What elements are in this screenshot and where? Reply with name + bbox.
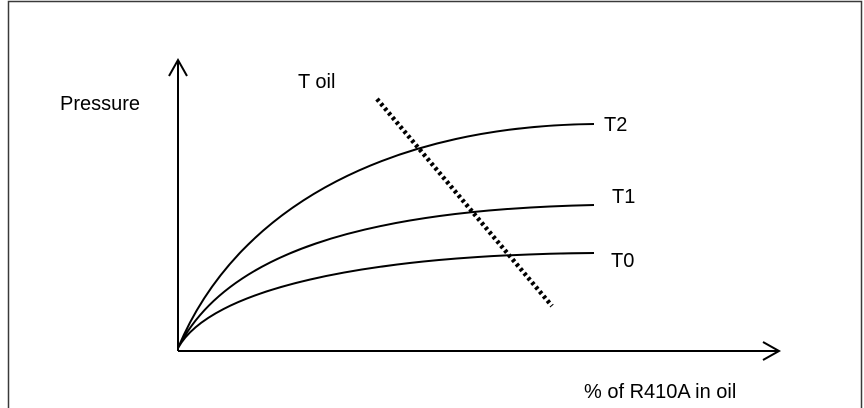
diagram-border xyxy=(7,0,863,408)
curve-label-t1: T1 xyxy=(612,186,635,208)
t-oil-label: T oil xyxy=(298,71,335,93)
curve-t1 xyxy=(177,204,595,349)
x-axis-arrowhead xyxy=(762,341,782,361)
x-axis-label: % of R410A in oil xyxy=(584,381,736,403)
curve-label-t0: T0 xyxy=(611,250,634,272)
y-axis-arrowhead xyxy=(168,57,188,77)
curve-t2 xyxy=(177,123,595,349)
curve-t0 xyxy=(177,252,595,349)
y-axis-label: Pressure xyxy=(60,93,140,115)
t-oil-dotted-line xyxy=(375,97,554,308)
curve-label-t2: T2 xyxy=(604,114,627,136)
